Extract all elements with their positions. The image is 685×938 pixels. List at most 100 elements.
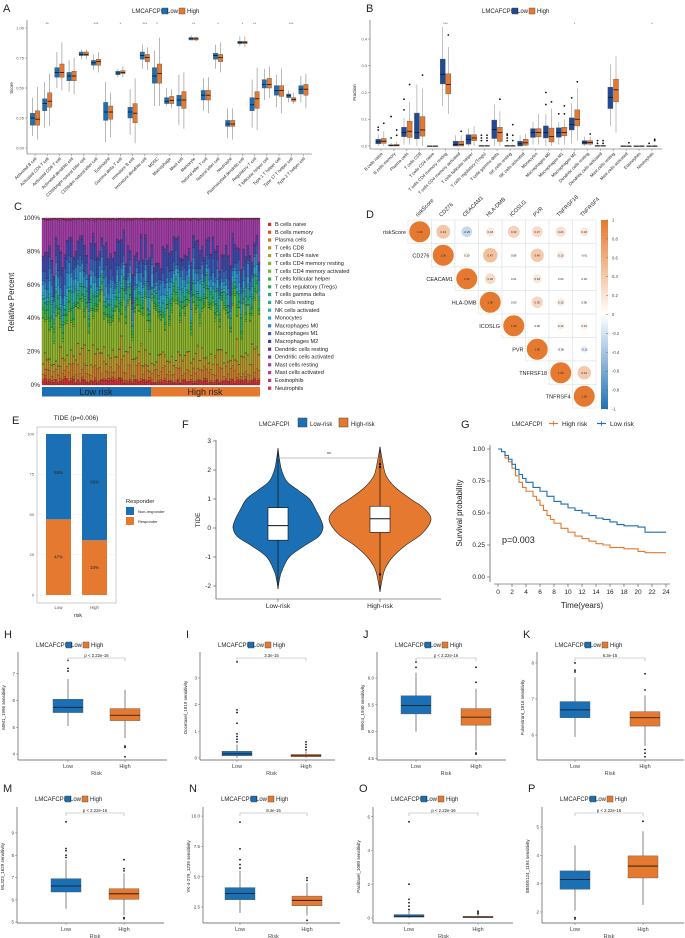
bar-segment xyxy=(207,219,210,221)
stacked-bar xyxy=(183,217,187,386)
bar-segment xyxy=(251,266,254,275)
bar-segment xyxy=(174,219,178,239)
legend-label-high: High xyxy=(276,797,288,803)
bar-segment xyxy=(220,295,224,298)
corr-value: 1.00 xyxy=(511,324,517,328)
bar-segment xyxy=(163,217,167,219)
bar-segment xyxy=(227,219,230,256)
corr-circle xyxy=(556,298,565,307)
significance-bracket xyxy=(65,812,125,816)
bar-segment xyxy=(198,268,202,280)
corr-circle xyxy=(409,221,431,243)
bar-segment xyxy=(50,219,54,221)
box-high xyxy=(627,820,659,905)
box-low xyxy=(646,142,652,147)
bar-segment xyxy=(139,297,143,306)
bar-segment xyxy=(205,274,208,276)
bar-segment xyxy=(246,297,250,300)
p-value-annotation: p=0.003 xyxy=(502,535,535,545)
bar-segment xyxy=(253,379,256,386)
bar-segment xyxy=(61,323,64,326)
bar-segment xyxy=(98,353,101,368)
bar-segment xyxy=(59,381,62,386)
bar-segment xyxy=(46,256,49,279)
bar-segment xyxy=(100,237,104,239)
bar-segment xyxy=(179,219,182,221)
bar-segment xyxy=(185,219,189,257)
bar-segment xyxy=(59,287,62,296)
legend-label: Mast cells activated xyxy=(275,370,324,376)
stacked-bar xyxy=(240,217,243,386)
panel-letter: N xyxy=(189,783,197,795)
bar-segment xyxy=(105,275,108,288)
bar-segment xyxy=(44,288,47,299)
bar-segment xyxy=(74,286,78,289)
bar-segment xyxy=(181,217,184,220)
row-label: TNFRSF4 xyxy=(546,394,571,400)
legend-swatch xyxy=(268,254,272,258)
y-tick-label: 0 xyxy=(367,916,370,921)
bar-segment xyxy=(170,219,173,252)
bar-segment xyxy=(209,382,213,386)
bar-segment xyxy=(255,245,258,254)
bar-segment xyxy=(78,284,82,287)
stacked-bar xyxy=(126,217,130,386)
bar-segment xyxy=(170,254,173,271)
stacked-bar xyxy=(139,217,143,386)
bar-segment xyxy=(54,368,58,380)
bar-segment xyxy=(72,378,75,386)
bar-segment xyxy=(240,318,243,332)
bar-segment xyxy=(203,294,206,297)
bar-segment xyxy=(50,364,54,366)
bar-segment xyxy=(122,232,125,256)
bar-segment xyxy=(192,280,195,284)
bar-segment xyxy=(209,307,213,310)
bar-segment xyxy=(135,260,139,269)
box-high xyxy=(462,910,494,918)
bar-segment xyxy=(155,369,158,383)
bar-segment xyxy=(83,287,86,295)
bar-segment xyxy=(224,312,228,353)
corr-value: 0.47 xyxy=(488,253,494,257)
bar-segment xyxy=(109,256,112,269)
box-low xyxy=(54,52,60,88)
outlier-point xyxy=(563,113,566,115)
outlier-point xyxy=(574,918,576,920)
legend-swatch-low xyxy=(161,7,169,15)
stacked-bar xyxy=(222,217,226,386)
bar-segment xyxy=(222,380,226,382)
bar-segment xyxy=(122,356,125,373)
bar-segment xyxy=(209,217,213,219)
bar-segment xyxy=(159,371,163,380)
bar-segment xyxy=(179,301,182,303)
bar-segment xyxy=(190,217,193,220)
p-value-label: p < 2.22e-16 xyxy=(434,653,459,658)
bar-segment xyxy=(63,308,67,311)
legend-title: LMCAFCPI xyxy=(482,9,513,15)
bar-segment xyxy=(148,217,152,220)
bar-segment xyxy=(129,299,132,348)
legend-label: Plasma cells xyxy=(275,238,307,244)
box xyxy=(59,63,65,78)
bar-segment xyxy=(105,219,108,222)
bar-segment xyxy=(229,368,232,380)
bar-segment xyxy=(194,312,197,354)
outlier-point xyxy=(236,711,238,714)
bar-segment xyxy=(63,255,67,259)
x-tick-label: 24 xyxy=(662,589,670,596)
box xyxy=(419,116,426,137)
bar-segment xyxy=(89,310,93,365)
bar-segment xyxy=(166,217,169,219)
bar-segment xyxy=(113,311,117,357)
bar-segment xyxy=(72,318,75,320)
bar-segment xyxy=(111,372,115,378)
outlier-point xyxy=(545,91,547,94)
bar-segment xyxy=(172,374,176,383)
box-low xyxy=(620,145,626,147)
bar-segment xyxy=(74,382,78,384)
bar-segment xyxy=(120,336,123,360)
bar-segment xyxy=(187,220,191,249)
bar-segment xyxy=(139,308,143,313)
bar-segment xyxy=(111,379,115,386)
bar-segment xyxy=(181,290,184,293)
